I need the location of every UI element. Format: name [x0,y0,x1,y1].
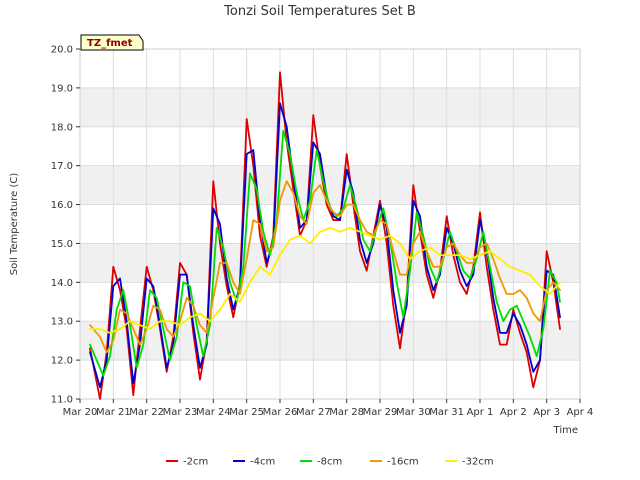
y-tick-label: 12.0 [51,356,73,367]
x-tick-label: Mar 20 [63,407,98,418]
x-tick-label: Apr 1 [467,407,494,418]
series-line-16cm [89,180,561,354]
x-tick-label: Mar 29 [363,407,398,418]
legend: -2cm -4cm -8cm -16cm -32cm [166,457,494,468]
x-axis-label: Time [553,425,578,436]
legend-label: -16cm [387,457,419,468]
y-tick-label: 17.0 [51,161,73,172]
plot-band [80,126,580,166]
y-tick-label: 11.0 [51,395,73,406]
y-tick-label: 19.0 [51,83,73,94]
plot-band [80,360,580,399]
x-tick-label: Mar 31 [429,407,464,418]
y-tick-label: 16.0 [51,200,73,211]
y-tick-label: 13.0 [51,317,73,328]
y-axis-ticks: 11.0 12.0 13.0 14.0 15.0 16.0 17.0 18.0 19.0 20.0 [51,45,80,406]
plot-band [80,165,580,205]
x-tick-label: Mar 26 [263,407,298,418]
plot-band [80,87,580,127]
x-tick-label: Mar 25 [229,407,264,418]
plot-band [80,243,580,283]
plot-area-frame [79,48,581,400]
y-tick-label: 18.0 [51,122,73,133]
x-tick-label: Mar 27 [296,407,331,418]
x-tick-label: Mar 21 [96,407,131,418]
legend-label: -4cm [250,457,275,468]
tz-badge: TZ_fmet [80,34,144,51]
x-tick-label: Mar 22 [129,407,164,418]
x-tick-label: Apr 4 [567,407,594,418]
y-tick-label: 15.0 [51,239,73,250]
series-line-32cm [89,226,561,334]
chart-title: Tonzi Soil Temperatures Set B [223,4,416,19]
legend-label: -32cm [462,457,494,468]
x-tick-label: Mar 24 [196,407,231,418]
x-tick-label: Mar 23 [163,407,198,418]
series-lines [89,71,561,400]
legend-label: -8cm [317,457,342,468]
x-tick-label: Mar 28 [329,407,364,418]
x-tick-label: Apr 3 [533,407,560,418]
y-tick-label: 14.0 [51,278,73,289]
x-tick-label: Apr 2 [500,407,527,418]
x-tick-label: Mar 30 [396,407,431,418]
plot-background-bands [80,49,580,399]
y-axis-label: Soil Temperature (C) [9,173,20,276]
legend-label: -2cm [183,457,208,468]
tz-badge-label: TZ_fmet [87,38,133,49]
plot-band [80,49,580,88]
plot-band [80,321,580,361]
y-tick-label: 20.0 [51,45,73,56]
